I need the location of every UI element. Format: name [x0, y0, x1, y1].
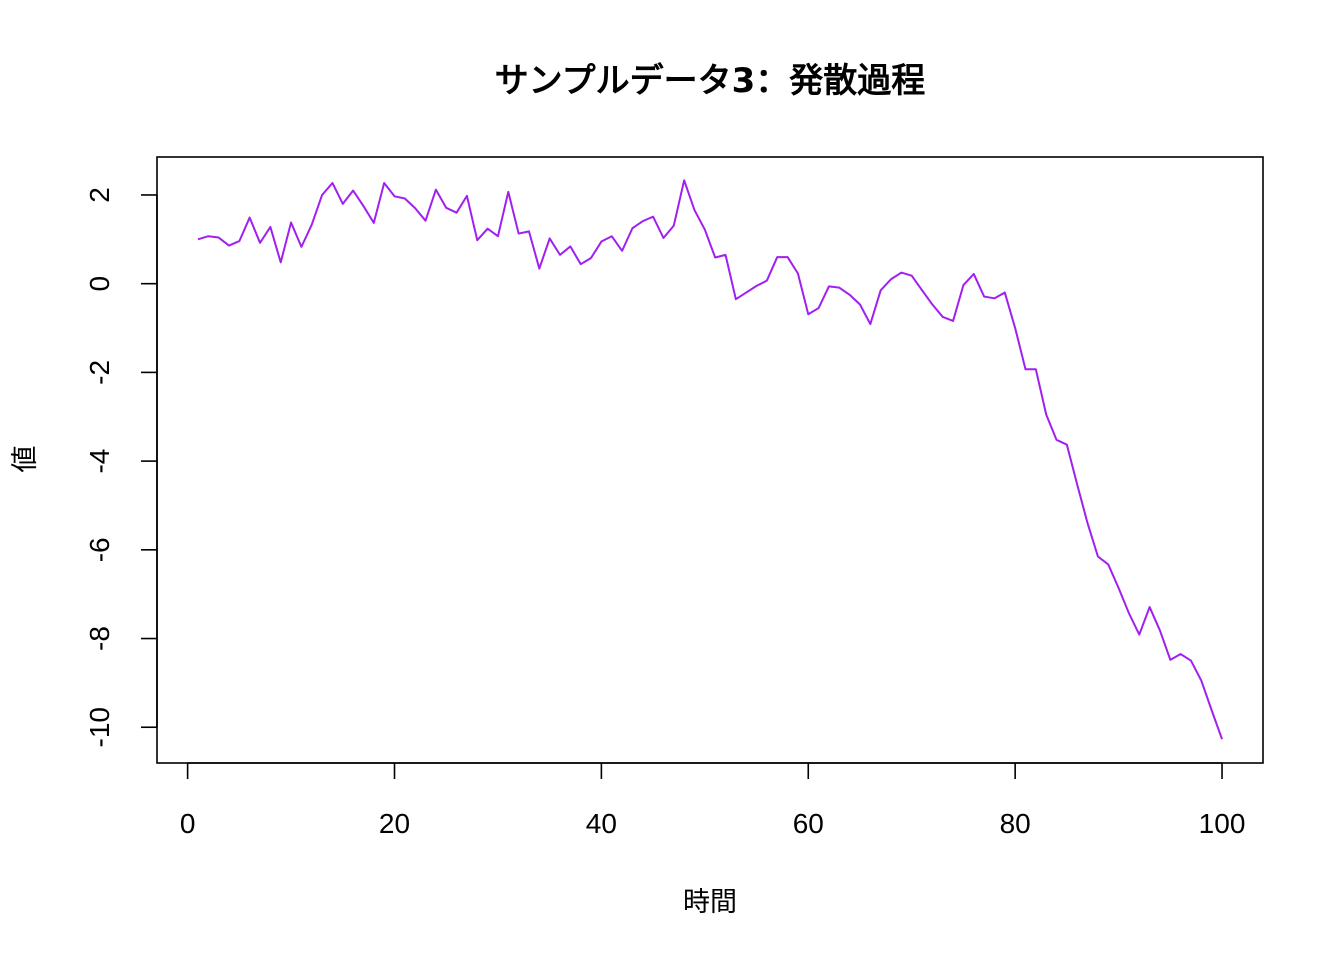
plot-frame: [156, 156, 1264, 764]
x-tick-label: 40: [586, 808, 617, 839]
y-tick-label: -4: [84, 449, 115, 474]
y-tick-label: 0: [84, 276, 115, 292]
x-axis-label: 時間: [683, 887, 737, 918]
series-line: [197, 179, 1223, 740]
x-axis: 0 20 40 60 80 100: [180, 762, 1246, 839]
y-tick-label: 2: [84, 187, 115, 203]
x-tick-label: 0: [180, 808, 196, 839]
x-tick-label: 60: [793, 808, 824, 839]
x-tick-label: 20: [379, 808, 410, 839]
y-tick-label: -6: [84, 537, 115, 562]
y-tick-label: -8: [84, 626, 115, 651]
y-tick-label: -2: [84, 360, 115, 385]
y-tick-label: -10: [84, 707, 115, 747]
chart-title: サンプルデータ3：発散過程: [495, 61, 926, 101]
y-axis-label: 値: [10, 446, 41, 473]
x-tick-label: 80: [1000, 808, 1031, 839]
x-tick-label: 100: [1199, 808, 1246, 839]
series-layer: [197, 179, 1223, 740]
y-axis: -10 -8 -6 -4 -2 0 2: [84, 187, 158, 747]
